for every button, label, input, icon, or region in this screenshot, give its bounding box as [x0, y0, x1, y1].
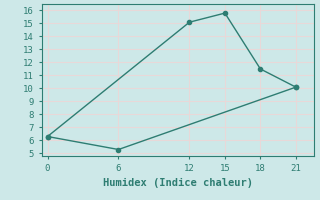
X-axis label: Humidex (Indice chaleur): Humidex (Indice chaleur)	[103, 178, 252, 188]
